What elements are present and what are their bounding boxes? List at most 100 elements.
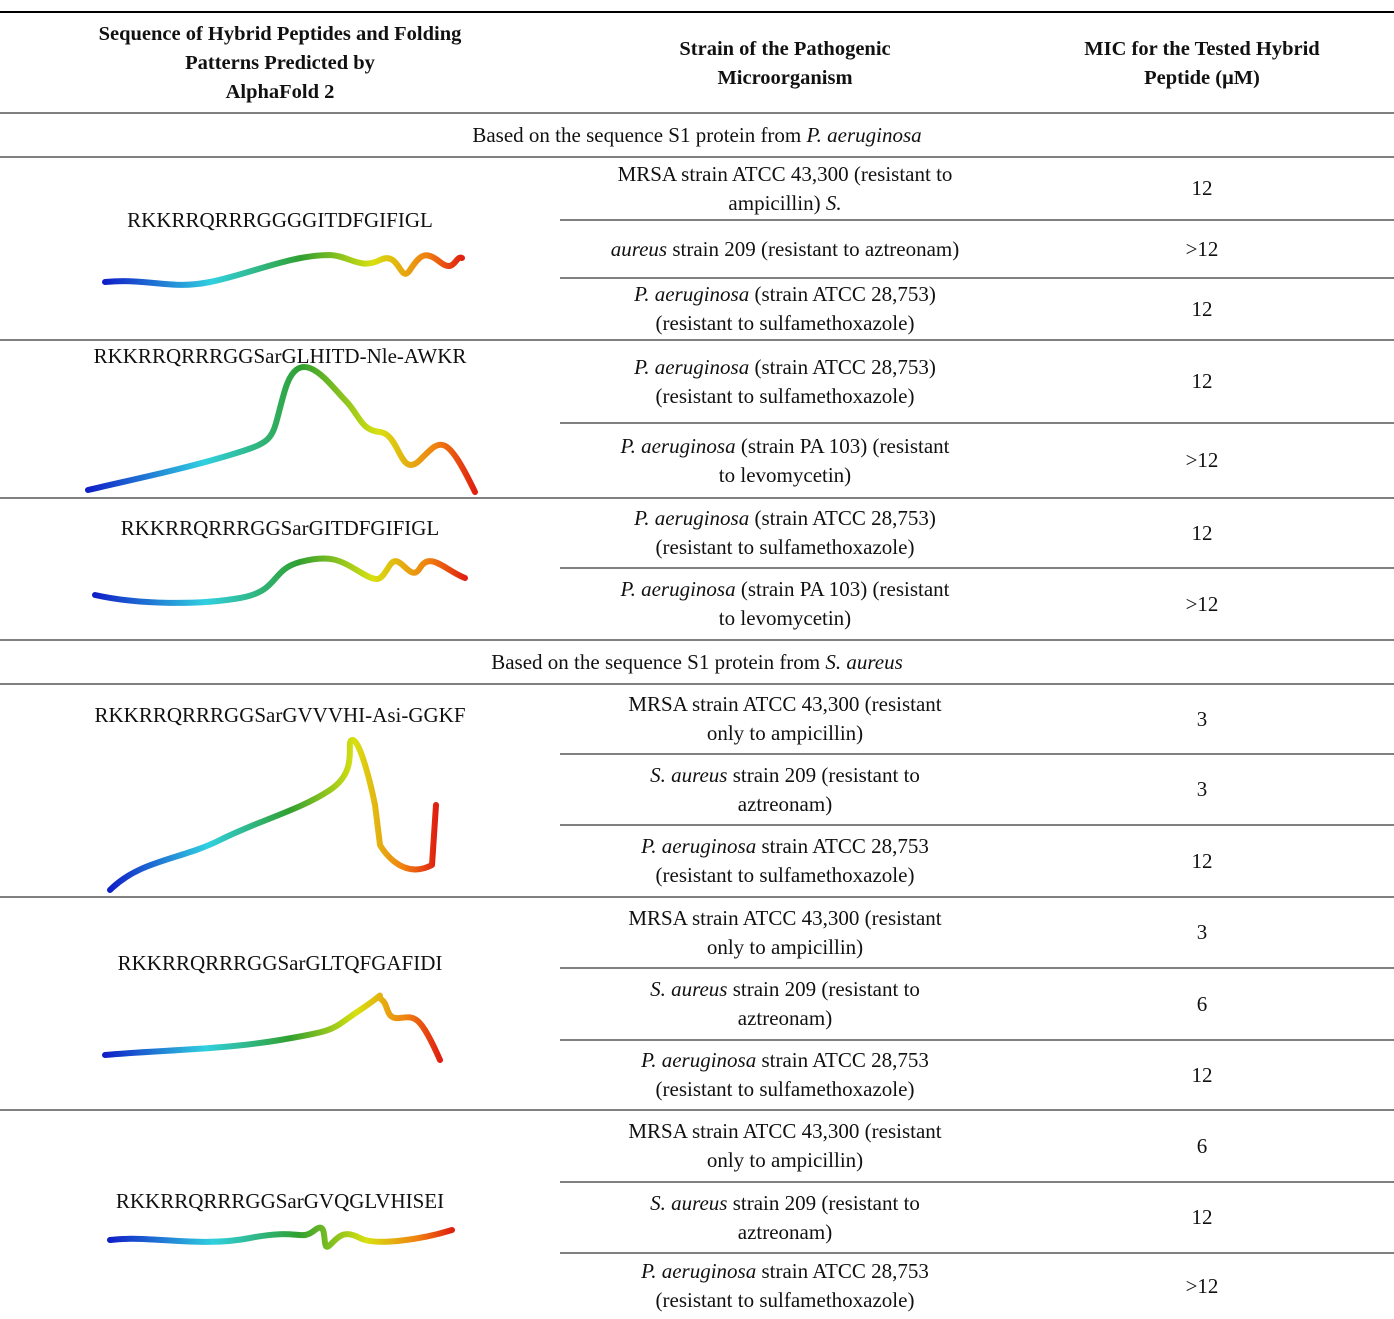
strain-part: (strain ATCC 28,753) (resistant to sulfa… <box>655 354 936 408</box>
folding-ribbon <box>102 252 465 288</box>
strain-part: S. aureus <box>650 1190 728 1215</box>
strain-cell: S. aureus strain 209 (resistant to aztre… <box>560 754 1010 825</box>
strain-part: S. aureus <box>650 762 728 787</box>
peptide-text: RKKRRQRRRGGGGITDFGIFIGL <box>127 208 433 232</box>
strain-part: strain 209 (resistant to aztreonam) <box>727 762 920 816</box>
strain-cell: MRSA strain ATCC 43,300 (resistant only … <box>560 684 1010 754</box>
mic-cell: 6 <box>1010 1110 1394 1182</box>
section-text: Based on the sequence S1 protein from <box>491 650 826 674</box>
strain-text: MRSA strain ATCC 43,300 (resistant only … <box>610 904 960 962</box>
strain-part: MRSA strain ATCC 43,300 (resistant only … <box>628 1119 942 1172</box>
strain-part: P. aeruginosa <box>641 834 757 858</box>
strain-text: P. aeruginosa strain ATCC 28,753 (resist… <box>610 1046 960 1104</box>
peptide-text: RKKRRQRRRGGSarGVVVHI-Asi-GGKF <box>94 703 466 727</box>
mic-value: 12 <box>1191 848 1213 873</box>
mic-value: >12 <box>1185 591 1219 616</box>
strain-text: P. aeruginosa (strain ATCC 28,753) (resi… <box>610 504 960 562</box>
strain-cell: MRSA strain ATCC 43,300 (resistant only … <box>560 897 1010 968</box>
peptide-sequence: RKKRRQRRRGGSarGLHITD-Nle-AWKR <box>0 344 560 369</box>
mic-cell: 12 <box>1010 498 1394 568</box>
mic-cell: 3 <box>1010 754 1394 825</box>
strain-part: S. aureus <box>650 977 728 1001</box>
strain-part: strain 209 (resistant to aztreonam) <box>727 977 920 1030</box>
strain-part: strain 209 (resistant to aztreonam) <box>667 236 960 261</box>
strain-part: MRSA strain ATCC 43,300 (resistant only … <box>628 905 942 959</box>
strain-part: P. aeruginosa <box>634 282 750 306</box>
strain-cell: P. aeruginosa strain ATCC 28,753 (resist… <box>560 1040 1010 1110</box>
strain-cell: S. aureus strain 209 (resistant to aztre… <box>560 968 1010 1040</box>
strain-cell: P. aeruginosa (strain ATCC 28,753) (resi… <box>560 278 1010 340</box>
strain-part: MRSA strain ATCC 43,300 (resistant only … <box>628 692 942 745</box>
mic-cell: 12 <box>1010 157 1394 220</box>
strain-cell: aureus strain 209 (resistant to aztreona… <box>560 220 1010 278</box>
header-text: MIC for the Tested Hybrid <box>1084 37 1320 60</box>
folding-ribbon <box>92 555 468 606</box>
strain-part: (strain ATCC 28,753) (resistant to sulfa… <box>655 506 936 559</box>
strain-text: MRSA strain ATCC 43,300 (resistant only … <box>610 1117 960 1175</box>
peptide-text: RKKRRQRRRGGSarGVQGLVHISEI <box>115 1189 445 1213</box>
mic-cell: >12 <box>1010 568 1394 640</box>
mic-value: 12 <box>1191 369 1213 393</box>
strain-text: P. aeruginosa strain ATCC 28,753 (resist… <box>610 1257 960 1315</box>
folding-ribbon <box>102 992 443 1063</box>
strain-part: P. aeruginosa <box>641 1048 757 1072</box>
strain-text: P. aeruginosa (strain ATCC 28,753) (resi… <box>610 280 960 338</box>
strain-part: P. aeruginosa <box>634 506 750 530</box>
strain-cell: P. aeruginosa (strain ATCC 28,753) (resi… <box>560 340 1010 423</box>
mic-cell: 6 <box>1010 968 1394 1040</box>
mic-value: 12 <box>1191 1205 1213 1229</box>
peptide-sequence: RKKRRQRRRGGSarGVQGLVHISEI <box>0 1189 560 1214</box>
mic-cell: 3 <box>1010 684 1394 754</box>
peptide-text: RKKRRQRRRGGSarGLTQFGAFIDI <box>117 951 443 975</box>
mic-cell: 12 <box>1010 278 1394 340</box>
strain-text: MRSA strain ATCC 43,300 (resistant to am… <box>610 160 960 218</box>
strain-part: strain ATCC 28,753 (resistant to sulfame… <box>655 834 929 887</box>
peptide-sequence: RKKRRQRRRGGSarGVVVHI-Asi-GGKF <box>0 703 560 728</box>
folding-ribbon <box>107 1224 455 1250</box>
mic-value: 3 <box>1196 920 1208 944</box>
strain-part: (strain PA 103) (resistant to levomyceti… <box>718 577 950 630</box>
strain-part: P. aeruginosa <box>634 354 750 379</box>
strain-cell: P. aeruginosa (strain ATCC 28,753) (resi… <box>560 498 1010 568</box>
header-cell: Strain of the Pathogenic Microorganism <box>560 14 1010 113</box>
strain-cell: S. aureus strain 209 (resistant to aztre… <box>560 1182 1010 1253</box>
peptide-text: RKKRRQRRRGGSarGITDFGIFIGL <box>120 516 440 540</box>
strain-text: P. aeruginosa (strain PA 103) (resistant… <box>610 432 960 490</box>
mic-value: >12 <box>1185 236 1219 261</box>
strain-text: MRSA strain ATCC 43,300 (resistant only … <box>610 690 960 748</box>
section-row: Based on the sequence S1 protein from S.… <box>0 640 1394 684</box>
mic-value: 12 <box>1191 296 1213 321</box>
strain-text: S. aureus strain 209 (resistant to aztre… <box>610 1189 960 1247</box>
mic-value: >12 <box>1185 1273 1219 1298</box>
section-organism: P. aeruginosa <box>806 123 922 147</box>
mic-cell: 12 <box>1010 1182 1394 1253</box>
peptide-text: RKKRRQRRRGGSarGLHITD-Nle-AWKR <box>93 344 467 368</box>
header-cell: Sequence of Hybrid Peptides and Folding P… <box>0 14 560 113</box>
strain-cell: P. aeruginosa (strain PA 103) (resistant… <box>560 423 1010 498</box>
folding-ribbon <box>107 737 439 893</box>
strain-part: (strain ATCC 28,753) (resistant to sulfa… <box>655 282 936 335</box>
strain-part: P. aeruginosa <box>620 433 736 458</box>
mic-value: 3 <box>1196 706 1208 731</box>
strain-text: P. aeruginosa (strain ATCC 28,753) (resi… <box>610 353 960 411</box>
mic-cell: >12 <box>1010 1253 1394 1319</box>
strain-part: P. aeruginosa <box>641 1259 757 1283</box>
header-cell: MIC for the Tested Hybrid Peptide (μM) <box>1010 14 1394 113</box>
mic-value: 12 <box>1191 1062 1213 1087</box>
strain-cell: P. aeruginosa (strain PA 103) (resistant… <box>560 568 1010 640</box>
strain-part: aureus <box>610 236 668 261</box>
mic-cell: >12 <box>1010 220 1394 278</box>
section-organism: S. aureus <box>825 650 903 674</box>
mic-cell: 3 <box>1010 897 1394 968</box>
peptide-sequence: RKKRRQRRRGGSarGITDFGIFIGL <box>0 516 560 541</box>
peptide-sequence: RKKRRQRRRGGSarGLTQFGAFIDI <box>0 951 560 976</box>
folding-ribbon <box>85 364 478 495</box>
mic-cell: 12 <box>1010 340 1394 423</box>
strain-cell: MRSA strain ATCC 43,300 (resistant only … <box>560 1110 1010 1182</box>
mic-value: 12 <box>1191 520 1213 545</box>
strain-text: aureus strain 209 (resistant to aztreona… <box>611 235 960 264</box>
strain-part: strain ATCC 28,753 (resistant to sulfame… <box>655 1259 929 1312</box>
strain-part: strain ATCC 28,753 (resistant to sulfame… <box>655 1048 929 1101</box>
header-text: Strain of the Pathogenic <box>679 37 891 60</box>
strain-text: P. aeruginosa strain ATCC 28,753 (resist… <box>610 832 960 890</box>
